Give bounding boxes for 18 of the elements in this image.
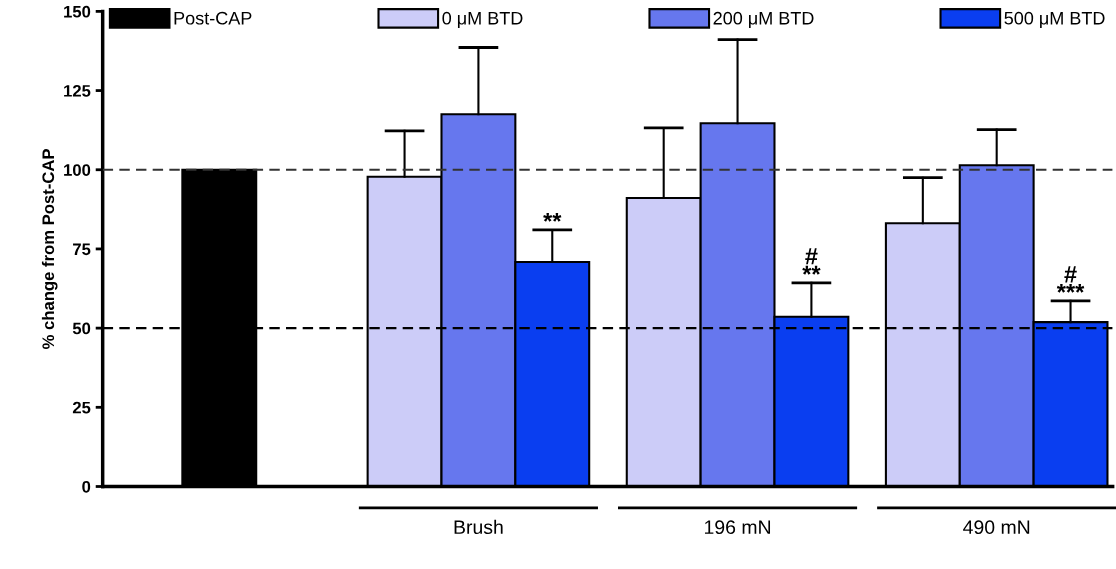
y-tick-label: 150 [64,5,91,18]
legend-label: 200 μM BTD [713,11,814,28]
x-tick-label: Brush [454,519,503,535]
legend-label: Post-CAP [174,11,252,25]
y-tick-label: 75 [73,243,91,256]
x-tick-label: 490 mN [963,520,1030,535]
y-tick-label: 25 [72,401,91,414]
y-tick-label: 125 [64,84,91,97]
y-tick-label: 0 [82,480,91,493]
y-tick-label: 100 [64,164,91,176]
y-axis-title: % change from Post-CAP [41,149,58,349]
legend-label: 500 μM BTD [1004,11,1105,28]
annotation: # *** [1056,266,1085,293]
y-tick-label: 50 [72,322,91,335]
x-tick-label: 196 mN [705,520,771,535]
legend-label: 0 μM BTD [442,11,523,28]
annotation: ** [543,212,562,222]
annotation: # ** [802,248,821,275]
